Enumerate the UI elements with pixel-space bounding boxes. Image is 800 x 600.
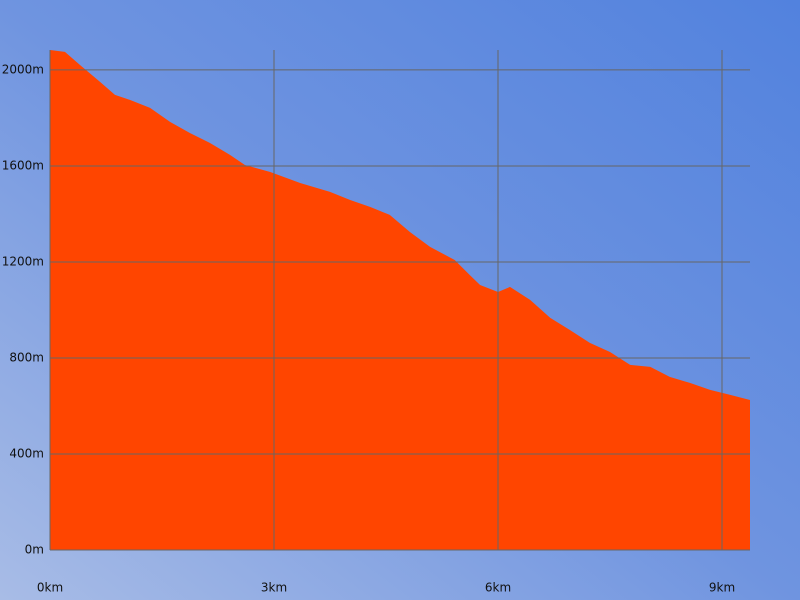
x-tick-label: 9km <box>709 581 735 595</box>
x-tick-label: 6km <box>485 581 511 595</box>
x-tick-label: 0km <box>37 581 63 595</box>
plot-area: 0m 400m 800m 1200m 1600m 2000m 0km 3km 6km 9km <box>2 50 750 595</box>
y-tick-label: 1200m <box>2 254 44 268</box>
y-tick-label: 1600m <box>2 158 44 172</box>
y-tick-label: 400m <box>9 446 44 460</box>
y-tick-label: 0m <box>25 543 44 557</box>
elevation-area <box>50 50 750 550</box>
y-tick-label: 2000m <box>2 62 44 76</box>
y-tick-label: 800m <box>9 350 44 364</box>
x-tick-label: 3km <box>261 581 287 595</box>
